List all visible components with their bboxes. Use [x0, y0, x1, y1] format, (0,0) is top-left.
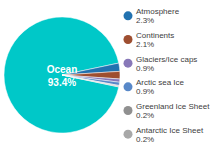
legend-value: 0.9%: [136, 87, 154, 96]
legend-marker: [124, 130, 133, 139]
pie: [4, 17, 120, 133]
legend: Atmosphere2.3% Continents2.1% Glaciers/Ice…: [124, 7, 211, 143]
legend-value: 0.9%: [136, 64, 154, 73]
legend-marker: [124, 82, 133, 91]
legend-marker: [124, 11, 133, 20]
legend-marker: [124, 59, 133, 68]
slice-label: Ocean: [47, 64, 78, 75]
legend-value: 2.3%: [136, 16, 154, 25]
legend-label: Atmosphere: [136, 7, 180, 16]
legend-value: 2.1%: [136, 40, 154, 49]
legend-marker: [124, 106, 133, 115]
legend-value: 0.2%: [136, 135, 154, 144]
legend-marker: [124, 35, 133, 44]
legend-label: Glaciers/Ice caps: [136, 55, 197, 64]
slice-value-label: 93.4%: [48, 77, 76, 88]
legend-label: Continents: [136, 31, 174, 40]
legend-label: Greenland Ice Sheet: [136, 102, 210, 111]
chart: Ocean 93.4% Atmosphere2.3% Continents2.1% Gl…: [0, 0, 220, 150]
legend-label: Antarctic Ice Sheet: [136, 126, 204, 135]
legend-label: Arctic sea Ice: [136, 78, 185, 87]
legend-value: 0.2%: [136, 111, 154, 120]
